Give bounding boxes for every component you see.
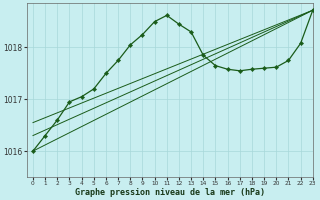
X-axis label: Graphe pression niveau de la mer (hPa): Graphe pression niveau de la mer (hPa) [75,188,265,197]
